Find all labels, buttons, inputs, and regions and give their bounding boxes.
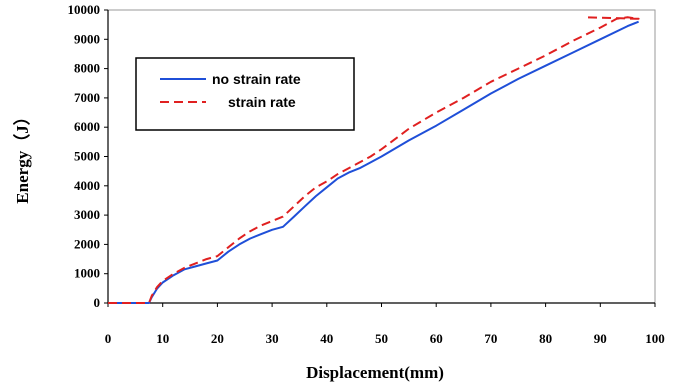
series-line-2 bbox=[108, 16, 640, 304]
x-tick-label: 80 bbox=[539, 331, 552, 346]
x-tick-label: 0 bbox=[105, 331, 112, 346]
y-tick-label: 2000 bbox=[74, 236, 100, 251]
y-axis-title: Energy（J） bbox=[12, 108, 32, 203]
y-tick-label: 3000 bbox=[74, 207, 100, 222]
y-tick-label: 4000 bbox=[74, 178, 100, 193]
x-tick-label: 30 bbox=[266, 331, 279, 346]
x-tick-label: 20 bbox=[211, 331, 224, 346]
x-tick-label: 100 bbox=[645, 331, 665, 346]
x-tick-label: 40 bbox=[320, 331, 333, 346]
x-tick-label: 70 bbox=[484, 331, 497, 346]
y-tick-label: 5000 bbox=[74, 149, 100, 164]
y-tick-label: 6000 bbox=[74, 119, 100, 134]
y-tick-label: 9000 bbox=[74, 31, 100, 46]
y-tick-label: 10000 bbox=[68, 2, 101, 17]
x-tick-label: 90 bbox=[594, 331, 607, 346]
series-line-1 bbox=[108, 20, 639, 304]
x-tick-label: 10 bbox=[156, 331, 169, 346]
x-tick-label: 50 bbox=[375, 331, 388, 346]
legend-box bbox=[135, 57, 355, 131]
y-tick-label: 1000 bbox=[74, 266, 100, 281]
legend-label-2: strain rate bbox=[228, 94, 296, 110]
y-tick-label: 0 bbox=[94, 295, 101, 310]
y-tick-label: 8000 bbox=[74, 61, 100, 76]
y-tick-label: 7000 bbox=[74, 90, 100, 105]
x-axis-title: Displacement(mm) bbox=[306, 363, 444, 382]
x-tick-label: 60 bbox=[430, 331, 443, 346]
legend-label-1: no strain rate bbox=[212, 71, 301, 87]
